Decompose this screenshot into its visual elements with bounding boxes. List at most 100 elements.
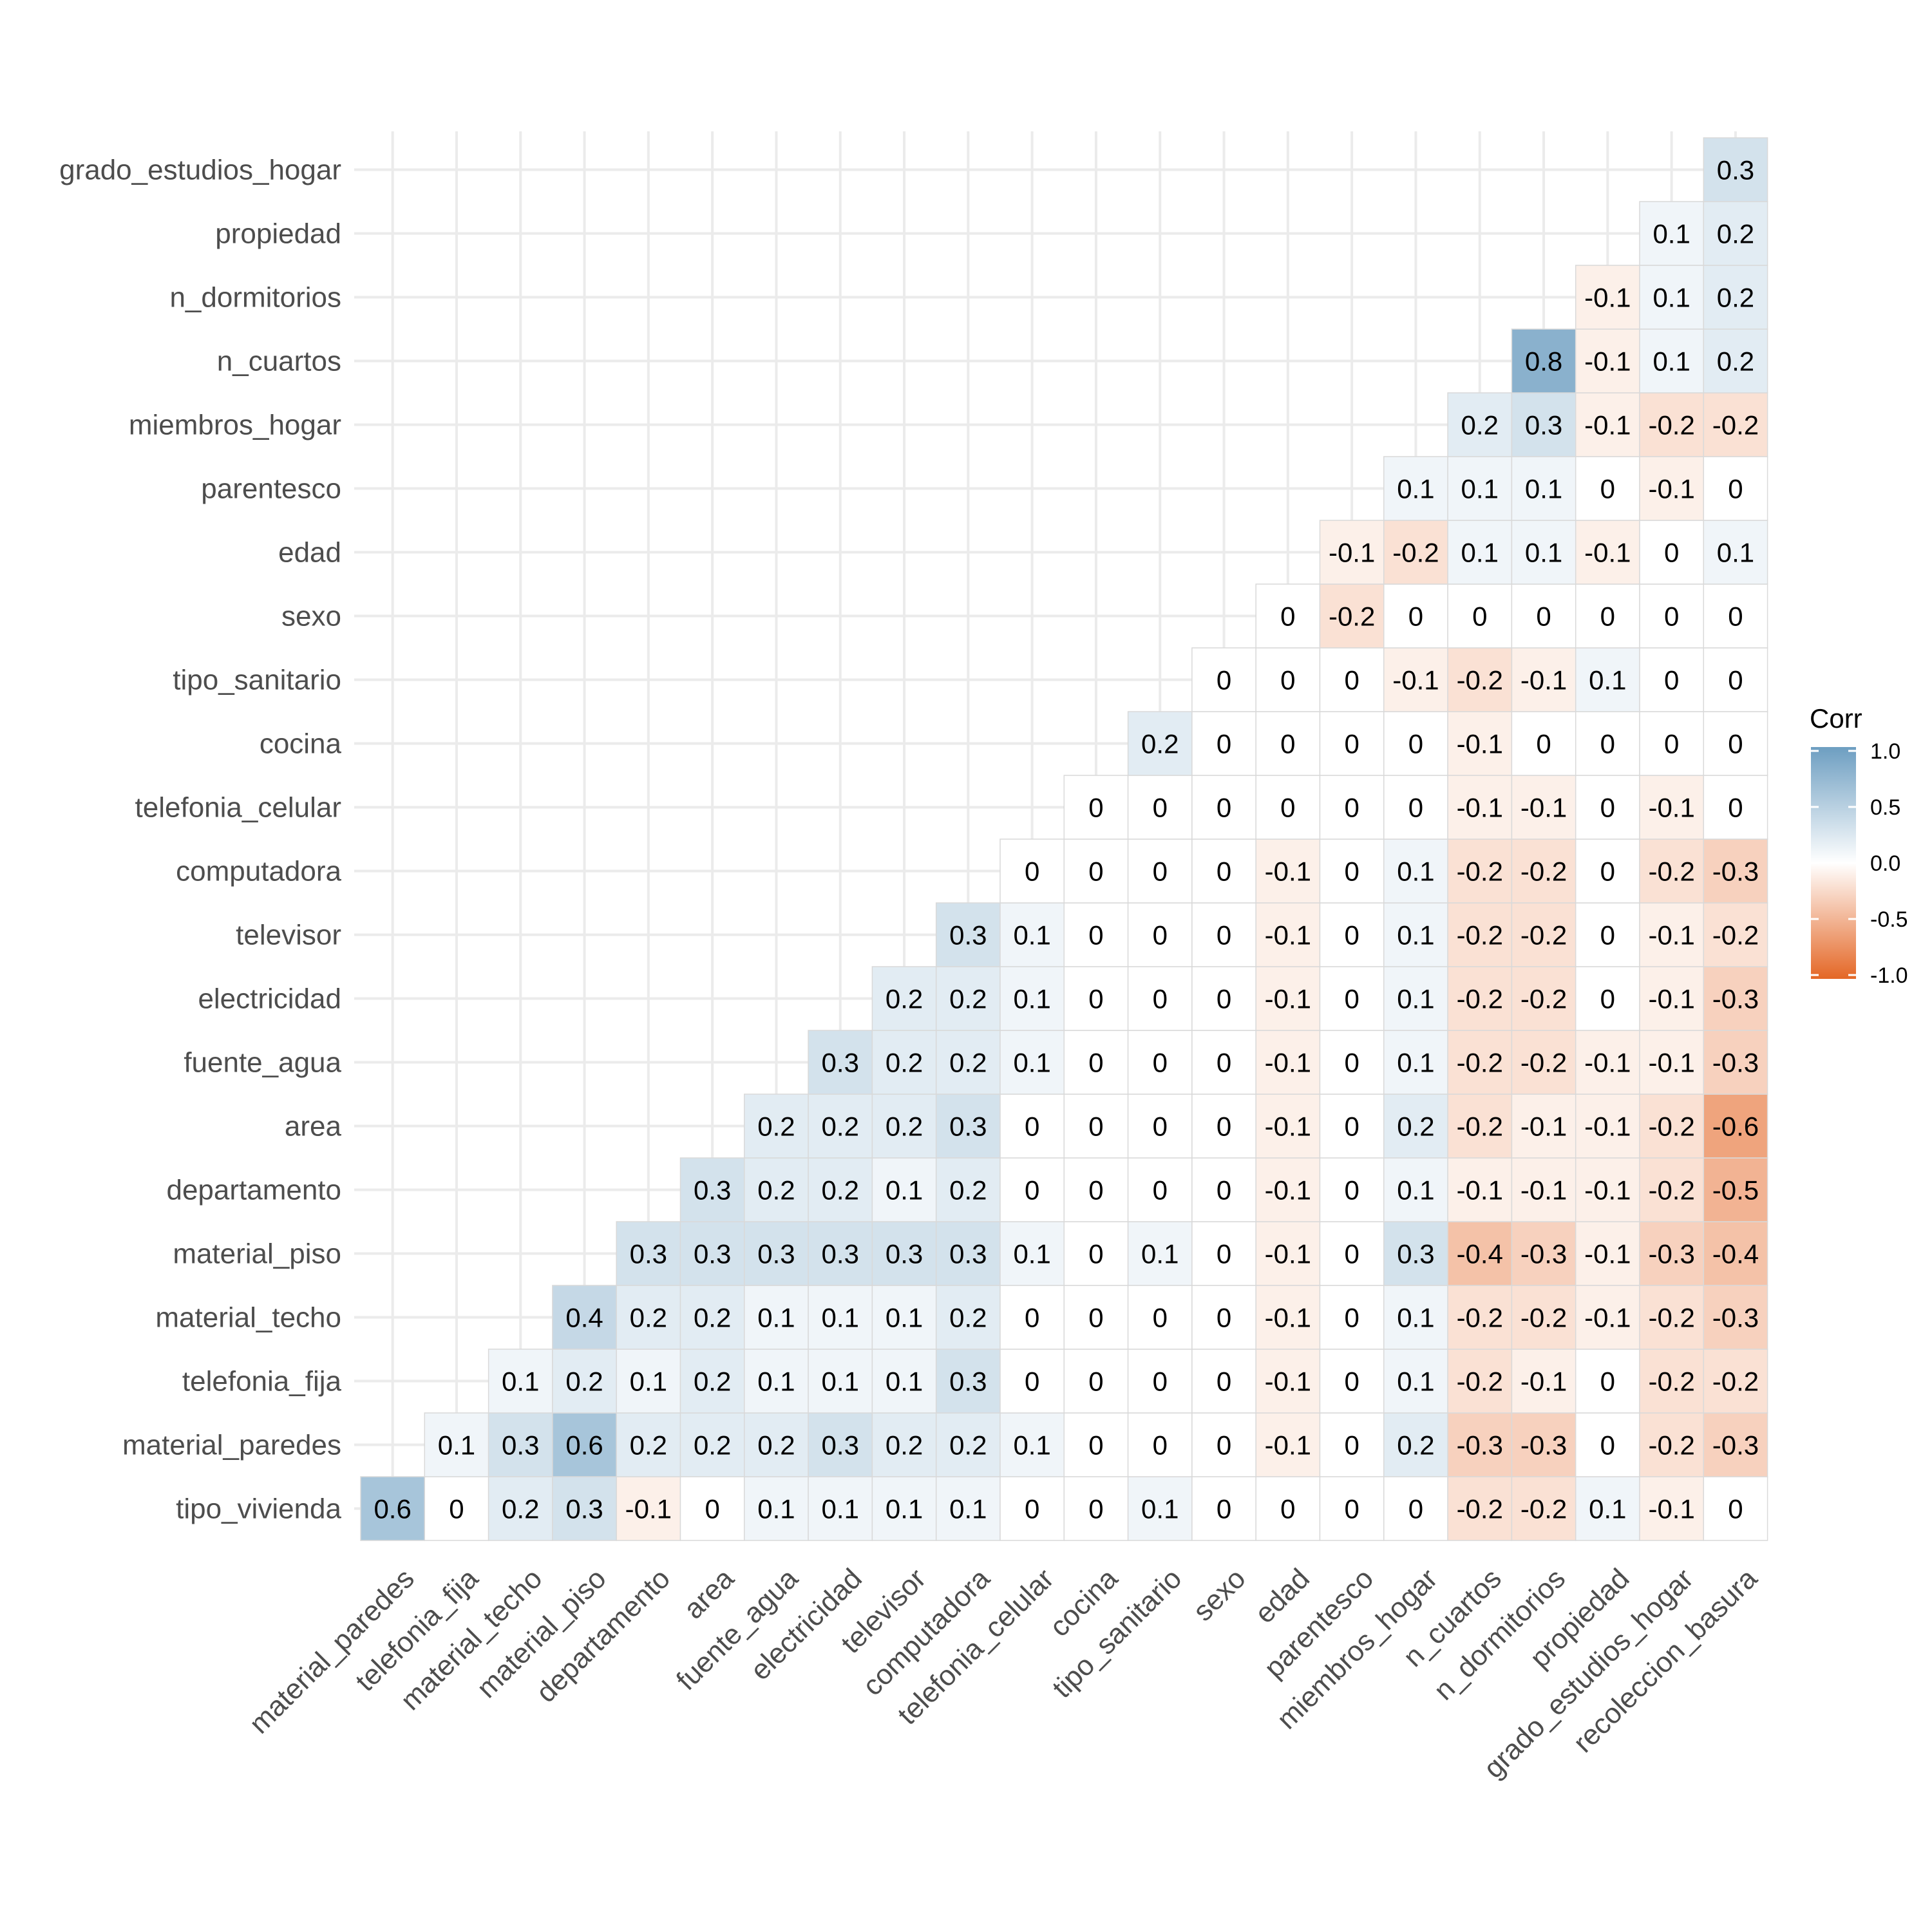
heatmap-cell: [1383, 1349, 1448, 1414]
heatmap-cell: [1703, 1030, 1768, 1095]
cell-value-label: -0.1: [1584, 538, 1631, 568]
legend-ticks: 1.0 0.5 0.0 -0.5 -1.0: [1811, 739, 1908, 988]
cell-value-label: 0.3: [949, 1112, 987, 1142]
cell-value-label: 0.1: [1397, 920, 1434, 951]
heatmap-cell: [1639, 583, 1705, 649]
cell-value-label: -0.1: [1584, 1175, 1631, 1206]
cell-value-label: 0: [1344, 857, 1359, 887]
cell-value-label: -0.3: [1520, 1239, 1567, 1269]
cell-value-label: 0: [1217, 1048, 1231, 1078]
heatmap-cell: [1703, 1476, 1768, 1541]
heatmap-cell: [935, 1157, 1001, 1222]
cell-value-label: -0.1: [1584, 346, 1631, 377]
cell-value-label: 0: [1217, 1367, 1231, 1397]
heatmap-cell: [1639, 328, 1705, 393]
y-axis-label: edad: [278, 537, 341, 569]
cell-value-label: 0: [1088, 1303, 1103, 1333]
cell-value-label: 0.2: [949, 1175, 987, 1206]
heatmap-cell: [999, 1476, 1065, 1541]
heatmap-cell: [1703, 201, 1768, 266]
cell-value-label: 0: [1600, 920, 1615, 951]
cell-value-label: 0.1: [886, 1303, 923, 1333]
heatmap-cell: [1575, 647, 1640, 712]
cell-value-label: -0.1: [1265, 1303, 1311, 1333]
heatmap-cell: [1575, 456, 1640, 521]
heatmap-cell: [1447, 711, 1513, 776]
x-axis-label: sexo: [1187, 1562, 1251, 1627]
cell-value-label: 0: [1600, 1367, 1615, 1397]
cell-value-label: 0: [1472, 601, 1487, 632]
heatmap-cell: [616, 1349, 681, 1414]
cell-value-label: 0: [1600, 729, 1615, 759]
heatmap-cell: [808, 1476, 873, 1541]
heatmap-cell: [871, 1030, 937, 1095]
heatmap-cell: [1255, 647, 1321, 712]
heatmap-cell: [935, 1221, 1001, 1286]
cell-value-label: 0: [1217, 984, 1231, 1014]
heatmap-cell: [1575, 1030, 1640, 1095]
cell-value-label: -0.1: [1265, 1048, 1311, 1078]
heatmap-cell: [1575, 902, 1640, 967]
cell-value-label: -0.3: [1712, 857, 1759, 887]
heatmap-cell: [935, 902, 1001, 967]
y-axis-label: tipo_sanitario: [173, 665, 341, 696]
y-axis-label: material_paredes: [122, 1430, 341, 1461]
cell-value-label: 0.1: [1013, 1048, 1050, 1078]
heatmap-cell: [1575, 1476, 1640, 1541]
cell-value-label: 0.1: [757, 1494, 795, 1524]
cell-value-label: -0.2: [1648, 1303, 1694, 1333]
cell-value-label: 0.2: [1717, 346, 1754, 377]
cell-value-label: 0: [1153, 984, 1168, 1014]
heatmap-cell: [1063, 1030, 1129, 1095]
cell-value-label: -0.1: [1584, 1048, 1631, 1078]
heatmap-cell: [679, 1412, 745, 1477]
cell-value-label: 0: [1088, 857, 1103, 887]
heatmap-cell: [1511, 328, 1577, 393]
cell-value-label: 0.1: [438, 1430, 475, 1461]
cell-value-label: -0.4: [1712, 1239, 1759, 1269]
heatmap-cell: [1575, 1221, 1640, 1286]
heatmap-cell: [1447, 456, 1513, 521]
heatmap-cell: [1255, 1349, 1321, 1414]
cell-value-label: -0.3: [1712, 984, 1759, 1014]
cell-value-label: 0.2: [694, 1430, 731, 1461]
legend-tick-label: 1.0: [1870, 739, 1900, 764]
heatmap-cell: [1319, 1349, 1385, 1414]
cell-value-label: 0: [1025, 857, 1039, 887]
cell-value-label: 0: [1088, 1112, 1103, 1142]
heatmap-cell: [1447, 583, 1513, 649]
heatmap-cell: [1127, 1094, 1193, 1159]
cell-value-label: 0: [1600, 1430, 1615, 1461]
cell-value-label: 0: [1025, 1175, 1039, 1206]
cell-value-label: 0.1: [1653, 346, 1690, 377]
cell-value-label: 0.1: [1013, 920, 1050, 951]
cell-value-label: 0: [1344, 1239, 1359, 1269]
cell-value-label: 0: [1088, 920, 1103, 951]
heatmap-cell: [1447, 1285, 1513, 1350]
cell-value-label: -0.2: [1520, 1494, 1567, 1524]
heatmap-cell: [1063, 1221, 1129, 1286]
cell-value-label: -0.2: [1457, 857, 1503, 887]
heatmap-cell: [1319, 711, 1385, 776]
heatmap-cell: [1319, 902, 1385, 967]
heatmap-cell: [999, 1285, 1065, 1350]
heatmap-cell: [1703, 966, 1768, 1031]
cell-value-label: -0.2: [1457, 1367, 1503, 1397]
cell-value-label: 0.1: [1397, 857, 1434, 887]
heatmap-cell: [679, 1157, 745, 1222]
cell-value-label: -0.1: [1265, 1430, 1311, 1461]
heatmap-cell: [1639, 392, 1705, 457]
cell-value-label: 0.2: [949, 984, 987, 1014]
heatmap-cell: [1319, 647, 1385, 712]
heatmap-cell: [1511, 1349, 1577, 1414]
cell-value-label: 0.1: [886, 1175, 923, 1206]
heatmap-cell: [808, 1094, 873, 1159]
heatmap-cell: [1191, 1157, 1256, 1222]
cell-value-label: -0.3: [1712, 1303, 1759, 1333]
heatmap-cell: [1575, 1412, 1640, 1477]
cell-value-label: 0.3: [949, 920, 987, 951]
cell-value-label: 0: [1153, 1048, 1168, 1078]
cell-value-label: 0.1: [1397, 474, 1434, 504]
cell-value-label: 0.3: [822, 1239, 859, 1269]
heatmap-cell: [1703, 265, 1768, 330]
